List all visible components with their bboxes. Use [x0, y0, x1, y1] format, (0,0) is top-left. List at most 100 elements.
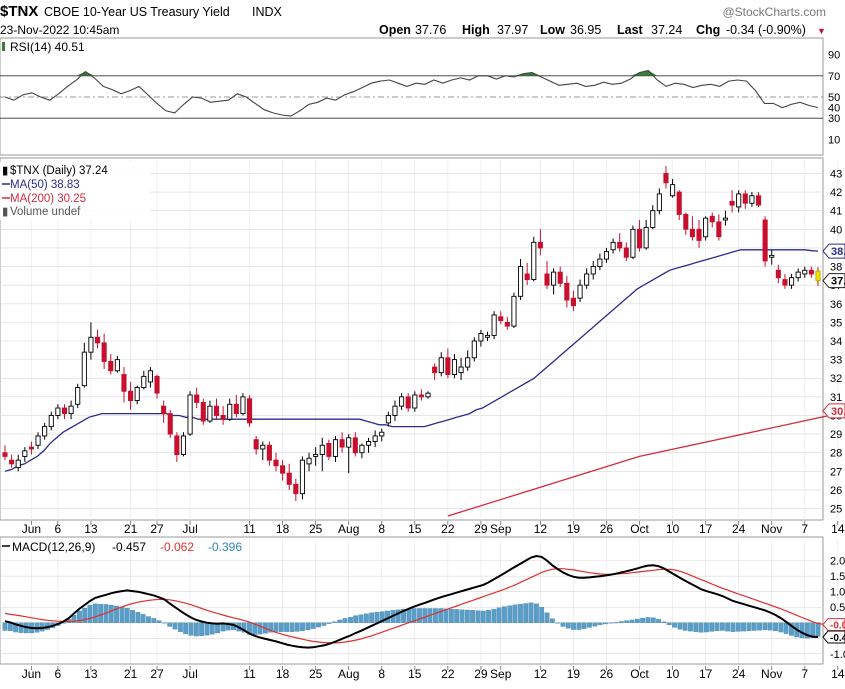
macd-histogram-bar	[555, 622, 561, 624]
price-tick-label: 32	[830, 373, 842, 385]
candle-body	[584, 273, 590, 286]
candle-body	[134, 387, 140, 402]
macd-date-label: 15	[408, 667, 422, 681]
macd-histogram-bar	[225, 622, 231, 631]
candle-body	[696, 228, 702, 241]
price-tick-label: 43	[830, 168, 842, 180]
rsi-tick-label: 40	[828, 103, 840, 115]
watermark: @StockCharts.com	[722, 5, 826, 19]
macd-histogram-bar	[640, 617, 646, 623]
macd-histogram-bar	[565, 622, 571, 629]
candle-body	[590, 266, 596, 275]
candle-body	[35, 435, 41, 446]
candle	[584, 268, 590, 289]
macd-histogram-bar	[204, 622, 210, 636]
candle	[465, 350, 471, 371]
candle-body	[716, 221, 722, 238]
macd-histogram-bar	[719, 622, 725, 631]
price-axis-tags: 38.83 30.25 37.24	[822, 243, 845, 419]
candle-body	[676, 191, 682, 215]
candle-body	[399, 396, 405, 407]
candle	[260, 441, 266, 461]
macd-histogram-bar	[698, 622, 704, 633]
macd-histogram-bar	[666, 622, 672, 626]
macd-histogram-bar	[177, 622, 183, 632]
candle-body	[438, 357, 444, 374]
candle-body	[167, 413, 173, 435]
candle-body	[636, 228, 643, 249]
candle-body	[273, 459, 279, 467]
candle	[299, 456, 305, 500]
macd-histogram-bar	[130, 610, 135, 623]
macd-histogram-bar	[188, 622, 194, 636]
macd-date-label: 18	[276, 667, 290, 681]
candle	[28, 441, 34, 455]
macd-histogram-bar	[326, 622, 332, 624]
macd-histogram-bar	[135, 612, 141, 623]
candle	[650, 205, 656, 230]
candle-body	[15, 459, 21, 469]
low-value: 36.95	[570, 23, 601, 37]
macd-histogram-bar	[714, 622, 720, 631]
candle	[676, 190, 682, 220]
candle-body	[220, 415, 226, 420]
candle	[775, 264, 781, 284]
candle-body	[180, 435, 187, 456]
macd-histogram-bar	[767, 622, 773, 631]
macd-histogram-bar	[87, 605, 93, 623]
candle	[564, 275, 570, 308]
macd-histogram-bar	[358, 614, 364, 623]
candle-body	[260, 444, 266, 450]
candle	[484, 331, 491, 341]
macd-histogram-bar	[725, 622, 731, 632]
candle	[266, 441, 272, 466]
macd-histogram-bar	[518, 603, 523, 623]
candle-body	[379, 431, 385, 437]
candle	[438, 352, 444, 377]
candle	[108, 354, 114, 375]
macd-histogram-bar	[363, 613, 369, 623]
price-date-label: 6	[55, 522, 62, 536]
candle	[769, 249, 775, 265]
price-tick-label: 36	[830, 299, 842, 311]
macd-histogram-bar	[634, 618, 640, 623]
candle-body	[227, 403, 233, 420]
candle	[94, 329, 101, 349]
high-label: High	[462, 23, 490, 37]
candle-body	[630, 228, 636, 258]
macd-date-label: 6	[55, 667, 62, 681]
candle-body	[491, 314, 497, 336]
price-tick-label: 34	[830, 336, 842, 348]
candle-body	[478, 333, 484, 342]
macd-histogram-bar	[470, 610, 476, 623]
macd-histogram-bar	[704, 622, 709, 633]
legend-volume-icon: ▮	[2, 206, 8, 218]
candle	[742, 190, 748, 209]
candle	[471, 337, 477, 362]
candle	[134, 385, 140, 405]
macd-histogram-bar	[783, 622, 789, 634]
candle	[683, 212, 689, 235]
candle-body	[709, 215, 715, 223]
candle	[597, 253, 603, 271]
macd-histogram-bar	[379, 611, 385, 623]
macd-histogram-bar	[512, 604, 518, 623]
rsi-line	[4, 69, 819, 117]
macd-legend: MACD(12,26,9) -0.457 -0.062 -0.396	[2, 540, 242, 554]
price-tick-label: 28	[830, 448, 842, 460]
candle-body	[722, 217, 729, 221]
macd-date-label: Oct	[630, 667, 649, 681]
macd-histogram-bar	[486, 610, 491, 623]
price-tick-label: 41	[830, 206, 842, 218]
macd-histogram-bar	[560, 622, 566, 627]
candle-body	[108, 361, 114, 372]
macd-histogram-bar	[597, 622, 603, 626]
rsi-tick-label: 30	[828, 113, 840, 125]
candle-body	[531, 241, 537, 281]
candle	[551, 268, 557, 295]
macd-date-label: 27	[150, 667, 164, 681]
candle-body	[405, 396, 411, 409]
macd-axis-ticks: 2.01.51.00.5-0.0-0.5-1.0-0.06-0.46	[822, 556, 845, 661]
candle-body	[775, 269, 781, 279]
candle-body	[617, 241, 623, 249]
